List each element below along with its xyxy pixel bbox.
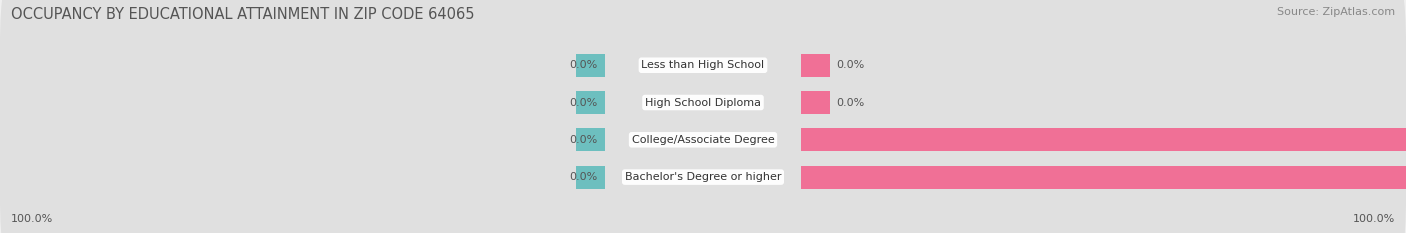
FancyBboxPatch shape bbox=[0, 8, 1406, 197]
Text: Bachelor's Degree or higher: Bachelor's Degree or higher bbox=[624, 172, 782, 182]
FancyBboxPatch shape bbox=[0, 83, 1406, 233]
Bar bbox=[576, 128, 605, 151]
Text: High School Diploma: High School Diploma bbox=[645, 98, 761, 107]
Text: 100.0%: 100.0% bbox=[11, 214, 53, 224]
Bar bbox=[801, 165, 1406, 189]
Bar bbox=[576, 91, 605, 114]
Text: Source: ZipAtlas.com: Source: ZipAtlas.com bbox=[1277, 7, 1395, 17]
Text: 0.0%: 0.0% bbox=[569, 60, 598, 70]
Text: College/Associate Degree: College/Associate Degree bbox=[631, 135, 775, 145]
Text: OCCUPANCY BY EDUCATIONAL ATTAINMENT IN ZIP CODE 64065: OCCUPANCY BY EDUCATIONAL ATTAINMENT IN Z… bbox=[11, 7, 475, 22]
Text: 0.0%: 0.0% bbox=[569, 172, 598, 182]
Text: 0.0%: 0.0% bbox=[837, 60, 865, 70]
Bar bbox=[801, 91, 830, 114]
Text: Less than High School: Less than High School bbox=[641, 60, 765, 70]
Bar bbox=[576, 54, 605, 77]
Text: 0.0%: 0.0% bbox=[569, 98, 598, 107]
Bar bbox=[801, 128, 1406, 151]
FancyBboxPatch shape bbox=[0, 46, 1406, 233]
Text: 0.0%: 0.0% bbox=[837, 98, 865, 107]
Text: 100.0%: 100.0% bbox=[1353, 214, 1395, 224]
Bar bbox=[801, 54, 830, 77]
Text: 0.0%: 0.0% bbox=[569, 135, 598, 145]
FancyBboxPatch shape bbox=[0, 0, 1406, 159]
Bar bbox=[576, 165, 605, 189]
